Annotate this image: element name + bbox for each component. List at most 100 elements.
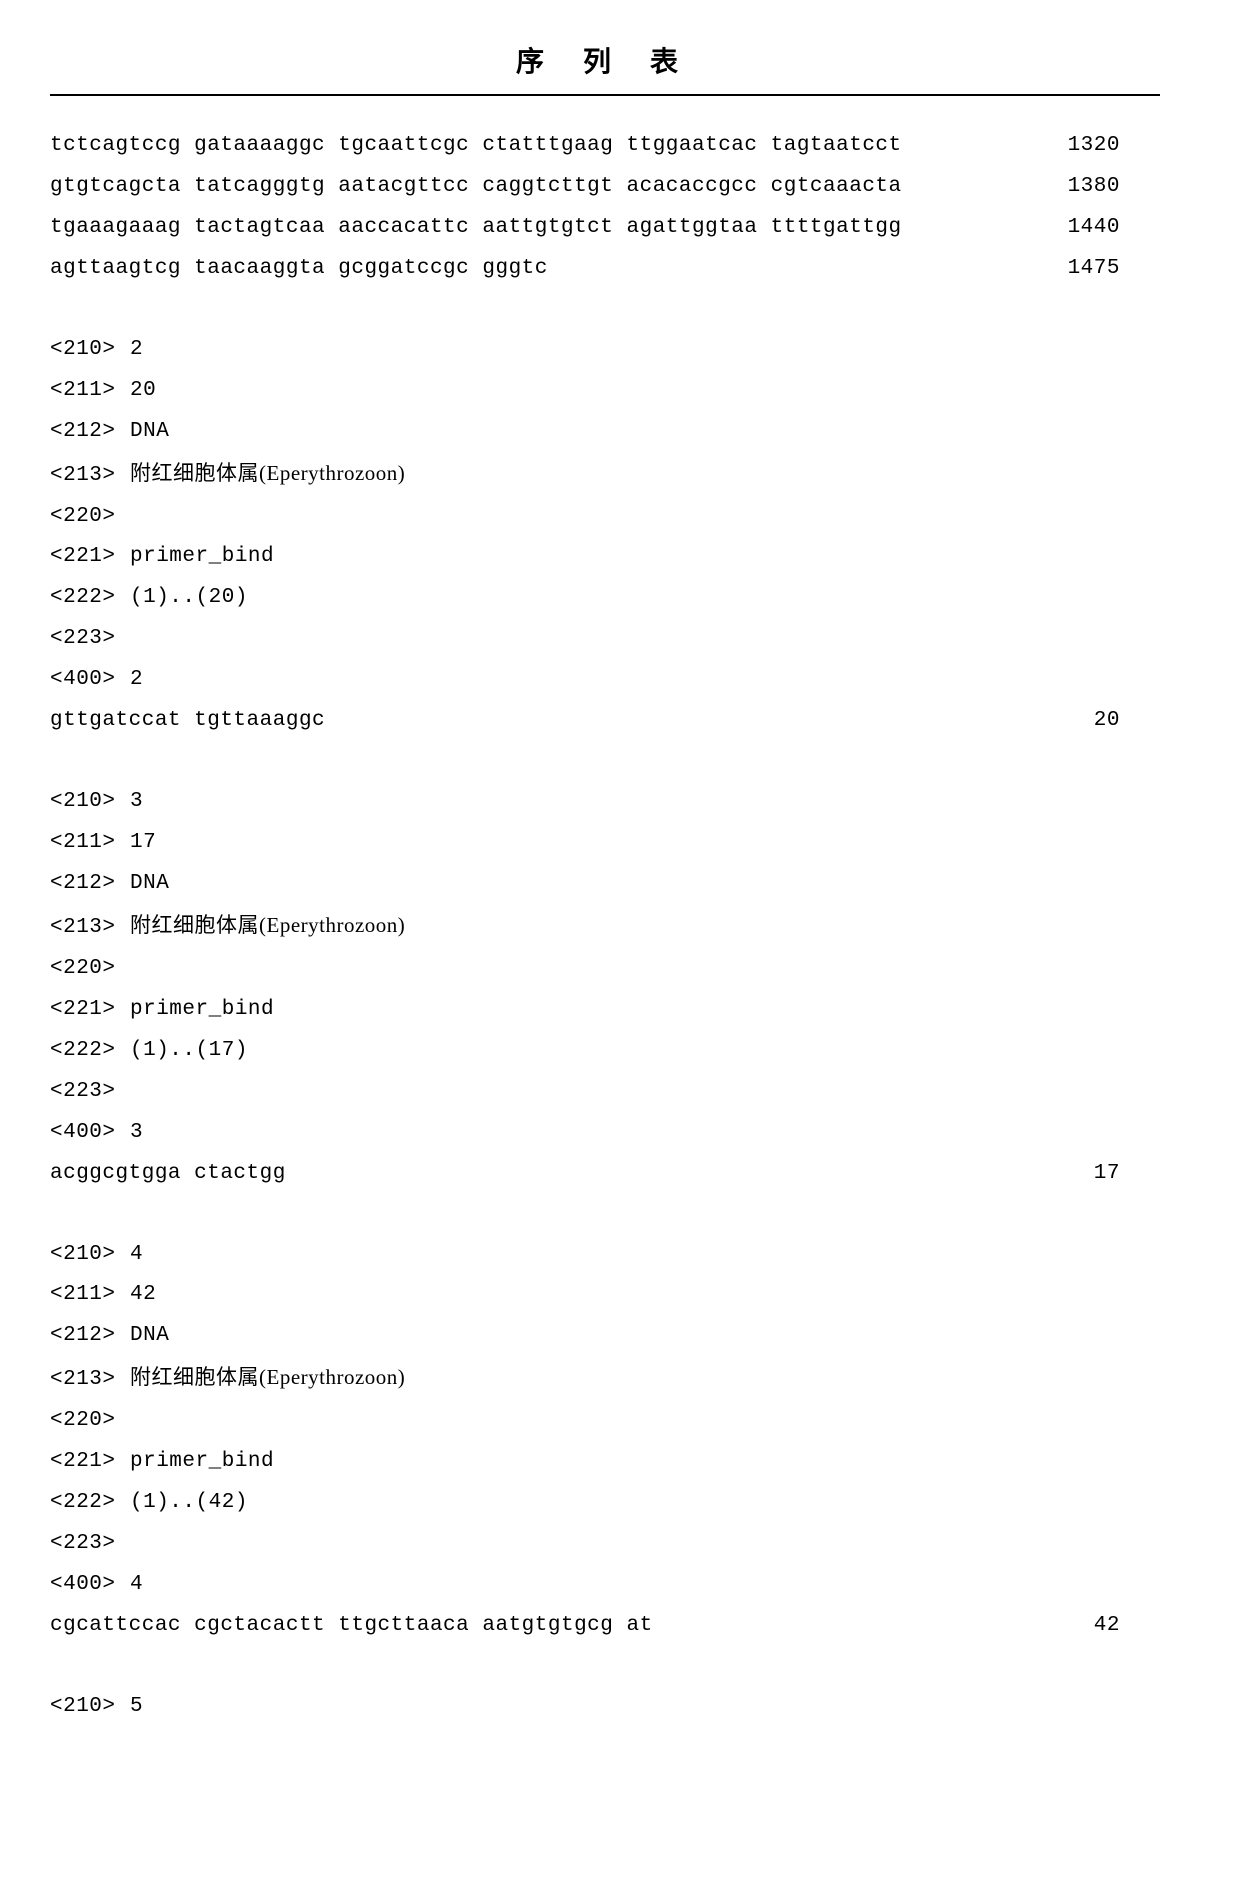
page-title: 序 列 表 <box>50 40 1160 80</box>
metadata-line: <213> 附红细胞体属(Eperythrozoon) <box>50 453 1160 497</box>
metadata-tag: <220> <box>50 497 122 538</box>
metadata-value: 20 <box>130 379 156 402</box>
sequence-position: 1440 <box>1068 208 1160 249</box>
metadata-line: <223> <box>50 1072 1160 1113</box>
metadata-line: <221> primer_bind <box>50 1442 1160 1483</box>
metadata-tag: <400> <box>50 1113 122 1154</box>
metadata-line: <221> primer_bind <box>50 990 1160 1031</box>
sequence-line: acggcgtgga ctactgg 17 <box>50 1154 1160 1195</box>
metadata-line: <210> 2 <box>50 330 1160 371</box>
metadata-tag: <220> <box>50 949 122 990</box>
metadata-line: <400> 3 <box>50 1113 1160 1154</box>
metadata-value: 5 <box>130 1695 143 1718</box>
sequence-text: acggcgtgga ctactgg <box>50 1154 286 1195</box>
metadata-line: <400> 4 <box>50 1565 1160 1606</box>
metadata-value: DNA <box>130 1324 169 1347</box>
metadata-value: primer_bind <box>130 1450 274 1473</box>
metadata-line: <213> 附红细胞体属(Eperythrozoon) <box>50 905 1160 949</box>
metadata-tag: <222> <box>50 1031 122 1072</box>
metadata-value: 4 <box>130 1573 143 1596</box>
metadata-tag: <400> <box>50 1565 122 1606</box>
metadata-value: primer_bind <box>130 545 274 568</box>
metadata-tag: <213> <box>50 908 122 949</box>
sequence-line: agttaagtcg taacaaggta gcggatccgc gggtc14… <box>50 249 1160 290</box>
metadata-tag: <221> <box>50 1442 122 1483</box>
metadata-line: <211> 20 <box>50 371 1160 412</box>
metadata-line: <212>DNA <box>50 1316 1160 1357</box>
metadata-value: 17 <box>130 831 156 854</box>
metadata-value: 3 <box>130 1121 143 1144</box>
sequence-text: tctcagtccg gataaaaggc tgcaattcgc ctatttg… <box>50 126 902 167</box>
metadata-tag: <212> <box>50 864 122 905</box>
metadata-value: (1)..(42) <box>130 1491 248 1514</box>
spacer <box>50 1195 1160 1235</box>
sequence-text: cgcattccac cgctacactt ttgcttaaca aatgtgt… <box>50 1606 653 1647</box>
spacer <box>50 742 1160 782</box>
sequence-line: cgcattccac cgctacactt ttgcttaaca aatgtgt… <box>50 1606 1160 1647</box>
metadata-tag: <210> <box>50 1235 122 1276</box>
metadata-line: <223> <box>50 619 1160 660</box>
metadata-value: 2 <box>130 338 143 361</box>
metadata-tag: <222> <box>50 578 122 619</box>
metadata-value: 3 <box>130 790 143 813</box>
sequence-position: 42 <box>1094 1606 1160 1647</box>
metadata-tag: <210> <box>50 330 122 371</box>
sequence-text: agttaagtcg taacaaggta gcggatccgc gggtc <box>50 249 548 290</box>
metadata-value: DNA <box>130 420 169 443</box>
sequence-listing-content: tctcagtccg gataaaaggc tgcaattcgc ctatttg… <box>50 126 1160 1728</box>
metadata-line: <220> <box>50 949 1160 990</box>
sequence-line: tgaaagaaag tactagtcaa aaccacattc aattgtg… <box>50 208 1160 249</box>
sequence-position: 1380 <box>1068 167 1160 208</box>
metadata-line: <222> (1)..(20) <box>50 578 1160 619</box>
metadata-line: <221> primer_bind <box>50 537 1160 578</box>
metadata-value: 附红细胞体属(Eperythrozoon) <box>130 1365 405 1389</box>
metadata-tag: <223> <box>50 1524 122 1565</box>
metadata-tag: <223> <box>50 619 122 660</box>
metadata-tag: <211> <box>50 1275 122 1316</box>
metadata-line: <213> 附红细胞体属(Eperythrozoon) <box>50 1357 1160 1401</box>
title-divider <box>50 94 1160 96</box>
metadata-line: <400> 2 <box>50 660 1160 701</box>
metadata-tag: <400> <box>50 660 122 701</box>
spacer <box>50 290 1160 330</box>
spacer <box>50 1647 1160 1687</box>
sequence-text: gtgtcagcta tatcagggtg aatacgttcc caggtct… <box>50 167 902 208</box>
metadata-value: primer_bind <box>130 998 274 1021</box>
metadata-tag: <211> <box>50 371 122 412</box>
metadata-line: <210> 4 <box>50 1235 1160 1276</box>
metadata-value: 4 <box>130 1243 143 1266</box>
metadata-tag: <220> <box>50 1401 122 1442</box>
metadata-line: <211> 17 <box>50 823 1160 864</box>
sequence-line: tctcagtccg gataaaaggc tgcaattcgc ctatttg… <box>50 126 1160 167</box>
sequence-position: 1320 <box>1068 126 1160 167</box>
metadata-value: 附红细胞体属(Eperythrozoon) <box>130 461 405 485</box>
metadata-line: <222> (1)..(17) <box>50 1031 1160 1072</box>
metadata-tag: <211> <box>50 823 122 864</box>
metadata-line: <220> <box>50 1401 1160 1442</box>
sequence-position: 17 <box>1094 1154 1160 1195</box>
metadata-value: DNA <box>130 872 169 895</box>
metadata-line: <223> <box>50 1524 1160 1565</box>
metadata-line: <210>5 <box>50 1687 1160 1728</box>
sequence-position: 20 <box>1094 701 1160 742</box>
metadata-tag: <222> <box>50 1483 122 1524</box>
metadata-tag: <221> <box>50 990 122 1031</box>
sequence-line: gtgtcagcta tatcagggtg aatacgttcc caggtct… <box>50 167 1160 208</box>
metadata-value: (1)..(17) <box>130 1039 248 1062</box>
metadata-tag: <210> <box>50 782 122 823</box>
metadata-value: 2 <box>130 668 143 691</box>
metadata-value: 42 <box>130 1283 156 1306</box>
metadata-tag: <213> <box>50 1360 122 1401</box>
metadata-value: 附红细胞体属(Eperythrozoon) <box>130 913 405 937</box>
metadata-line: <211> 42 <box>50 1275 1160 1316</box>
metadata-line: <212> DNA <box>50 864 1160 905</box>
sequence-line: gttgatccat tgttaaaggc 20 <box>50 701 1160 742</box>
metadata-tag: <213> <box>50 456 122 497</box>
metadata-line: <212>DNA <box>50 412 1160 453</box>
metadata-value: (1)..(20) <box>130 586 248 609</box>
metadata-line: <220> <box>50 497 1160 538</box>
metadata-tag: <221> <box>50 537 122 578</box>
sequence-text: tgaaagaaag tactagtcaa aaccacattc aattgtg… <box>50 208 902 249</box>
metadata-line: <222> (1)..(42) <box>50 1483 1160 1524</box>
sequence-text: gttgatccat tgttaaaggc <box>50 701 325 742</box>
